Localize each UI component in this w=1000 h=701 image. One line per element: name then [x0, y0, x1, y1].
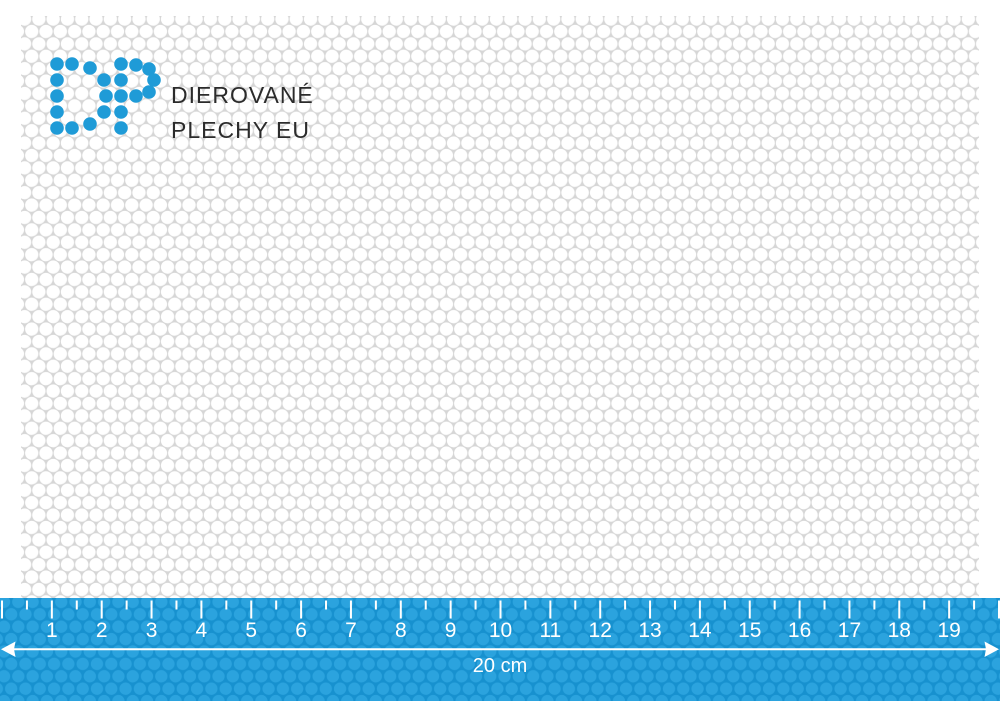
svg-text:18: 18	[888, 619, 911, 642]
svg-text:19: 19	[937, 619, 960, 642]
svg-text:6: 6	[295, 619, 307, 642]
svg-text:10: 10	[489, 619, 512, 642]
svg-text:5: 5	[245, 619, 257, 642]
svg-text:4: 4	[196, 619, 208, 642]
svg-text:2: 2	[96, 619, 108, 642]
svg-text:20 cm: 20 cm	[473, 655, 527, 677]
svg-text:9: 9	[445, 619, 457, 642]
svg-text:17: 17	[838, 619, 861, 642]
svg-text:1: 1	[46, 619, 58, 642]
svg-text:11: 11	[539, 619, 561, 642]
svg-text:7: 7	[345, 619, 357, 642]
svg-text:12: 12	[589, 619, 612, 642]
svg-text:13: 13	[638, 619, 661, 642]
svg-text:3: 3	[146, 619, 158, 642]
svg-text:16: 16	[788, 619, 811, 642]
svg-text:15: 15	[738, 619, 761, 642]
svg-text:8: 8	[395, 619, 407, 642]
svg-text:14: 14	[688, 619, 712, 642]
